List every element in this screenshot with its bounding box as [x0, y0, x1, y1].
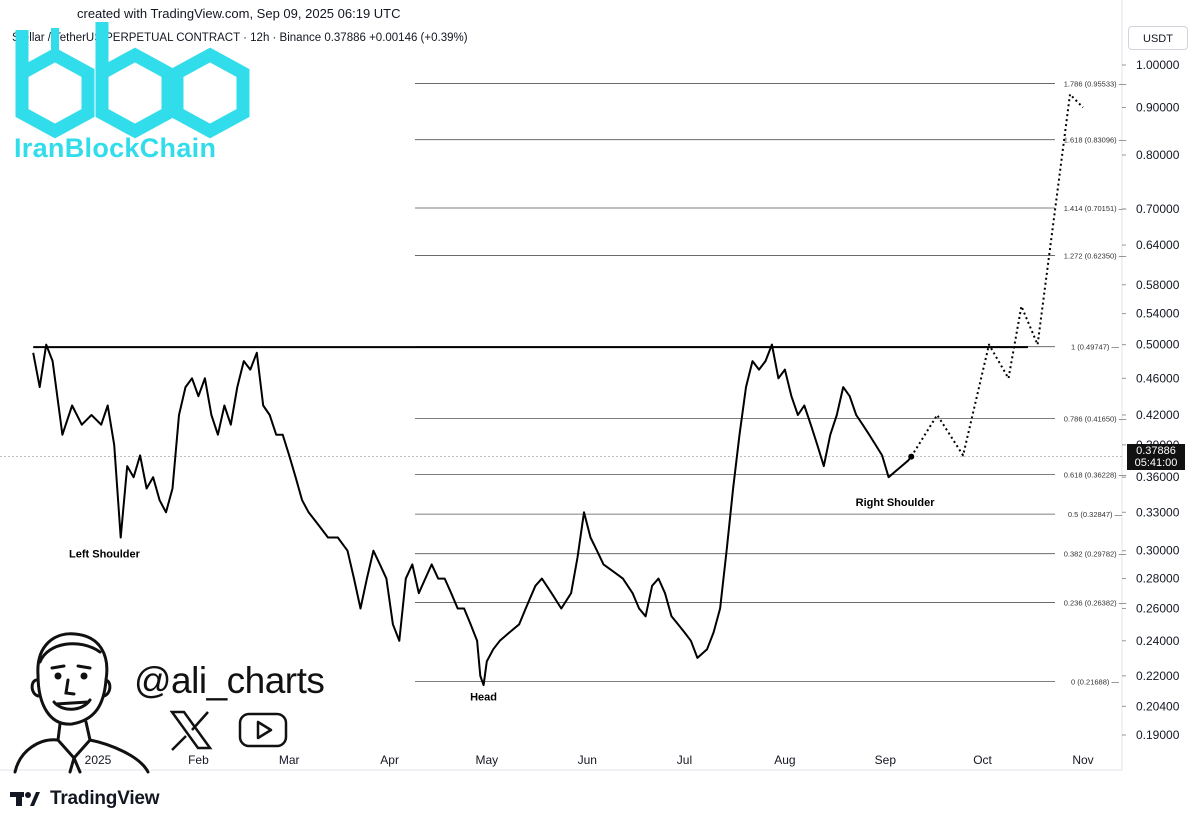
y-tick-label: 0.46000 [1136, 371, 1180, 385]
y-tick-label: 0.50000 [1136, 338, 1180, 352]
currency-button[interactable]: USDT [1128, 26, 1188, 50]
x-tick-label: Jul [677, 753, 692, 767]
y-tick-label: 0.90000 [1136, 101, 1180, 115]
brand-text: IranBlockChain [14, 133, 217, 163]
y-tick-label: 0.30000 [1136, 544, 1180, 558]
fib-level-label: 0.236 (0.26382) — [1064, 599, 1127, 608]
y-tick-label: 0.22000 [1136, 669, 1180, 683]
y-tick-label: 0.28000 [1136, 572, 1180, 586]
social-handle: @ali_charts [134, 660, 325, 701]
fib-level-label: 1.414 (0.70151) — [1064, 204, 1127, 213]
fib-level-label: 1 (0.49747) — [1071, 343, 1119, 352]
bar-countdown: 05:41:00 [1134, 456, 1178, 469]
x-tick-label: Aug [774, 753, 795, 767]
x-tick-label: Mar [279, 753, 300, 767]
current-price: 0.37886 [1136, 444, 1176, 457]
price-line [32, 343, 913, 687]
y-tick-label: 0.33000 [1136, 505, 1180, 519]
y-axis: 1.00000 0.90000 0.80000 0.70000 0.64000 0.580… [1122, 58, 1180, 742]
y-tick-label: 1.00000 [1136, 58, 1180, 72]
tradingview-logo-text: TradingView [50, 788, 160, 809]
fib-level-label: 0.382 (0.29782) — [1064, 550, 1127, 559]
y-tick-label: 0.20400 [1136, 699, 1180, 713]
pattern-annotation: Left Shoulder [69, 549, 141, 561]
created-caption: created with TradingView.com, Sep 09, 20… [77, 6, 401, 21]
y-tick-label: 0.64000 [1136, 238, 1180, 252]
fib-layer: 0 (0.21688) — 0.236 (0.26382) — 0.382 (0.2… [415, 79, 1127, 687]
y-tick-label: 0.58000 [1136, 278, 1180, 292]
x-tick-label: Nov [1072, 753, 1093, 767]
pattern-annotation: Right Shoulder [856, 497, 936, 509]
x-axis: 2025 Feb Mar Apr May Jun Jul Aug Sep Oct Nov [85, 753, 1094, 767]
y-tick-label: 0.26000 [1136, 601, 1180, 615]
y-tick-label: 0.80000 [1136, 148, 1180, 162]
projection-line [910, 93, 1084, 458]
fib-level-label: 1.618 (0.83096) — [1064, 136, 1127, 145]
last-price-dot [908, 453, 915, 460]
series-layer [32, 93, 1084, 687]
tradingview-logo-icon [10, 792, 40, 806]
fib-level-label: 0.618 (0.36228) — [1064, 471, 1127, 480]
x-logo-icon[interactable] [169, 710, 213, 751]
y-tick-label: 0.42000 [1136, 408, 1180, 422]
y-tick-label: 0.54000 [1136, 307, 1180, 321]
pattern-annotation: Head [470, 691, 497, 703]
grid-layer [0, 0, 1123, 771]
y-tick-label: 0.24000 [1136, 634, 1180, 648]
youtube-icon[interactable] [238, 712, 288, 748]
y-tick-label: 0.36000 [1136, 470, 1180, 484]
x-tick-label: 2025 [85, 753, 112, 767]
fib-level-label: 0.786 (0.41650) — [1064, 414, 1127, 423]
y-tick-label: 0.70000 [1136, 202, 1180, 216]
tradingview-footer[interactable]: TradingView [10, 788, 160, 810]
x-tick-label: Feb [188, 753, 209, 767]
x-tick-label: Oct [973, 753, 992, 767]
iranblockchain-logo-icon [15, 22, 250, 139]
x-tick-label: May [475, 753, 498, 767]
x-tick-label: Apr [380, 753, 399, 767]
fib-level-label: 0 (0.21688) — [1071, 678, 1119, 687]
x-tick-label: Jun [578, 753, 597, 767]
symbol-title: Stellar / TetherUS PERPETUAL CONTRACT · … [12, 32, 468, 44]
x-tick-label: Sep [875, 753, 897, 767]
fib-level-label: 0.5 (0.32847) — [1068, 510, 1123, 519]
fib-level-label: 1.786 (0.95533) — [1064, 79, 1127, 88]
annotation-layer: Left Shoulder Head Right Shoulder [69, 497, 935, 703]
current-price-tag: 0.37886 05:41:00 [1127, 443, 1185, 470]
y-tick-label: 0.19000 [1136, 728, 1180, 742]
fib-level-label: 1.272 (0.62350) — [1064, 252, 1127, 261]
avatar-illustration [13, 632, 150, 774]
